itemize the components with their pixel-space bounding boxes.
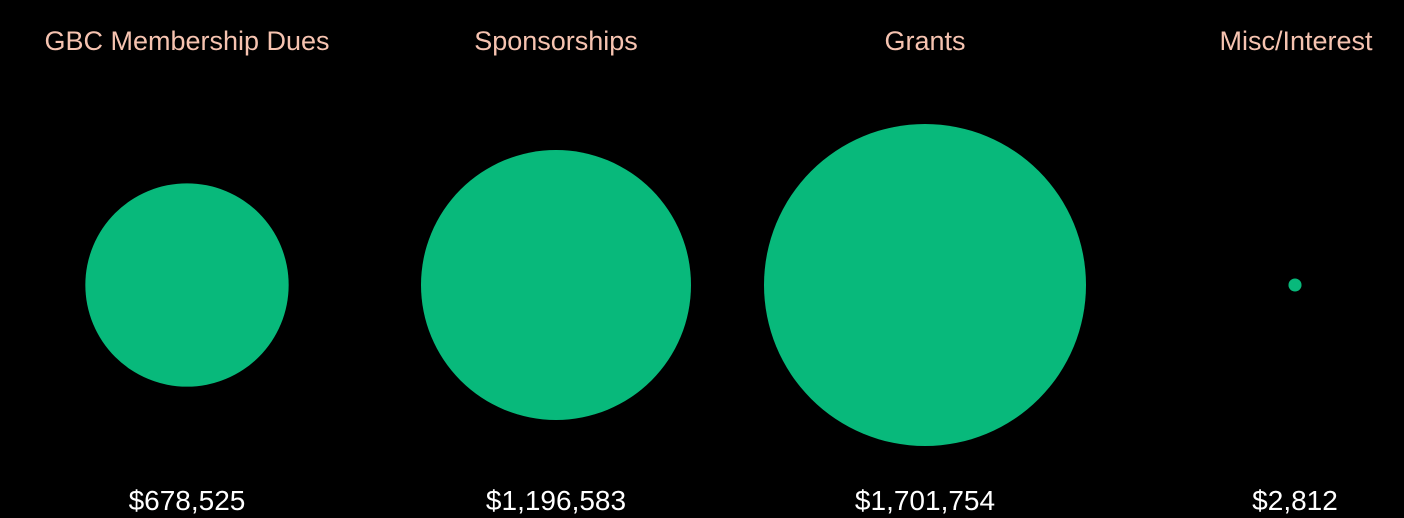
value-label-misc-interest: $2,812 xyxy=(1252,485,1338,516)
bubble-sponsorships xyxy=(421,150,691,420)
value-label-grants: $1,701,754 xyxy=(855,485,995,516)
category-label-gbc-membership-dues: GBC Membership Dues xyxy=(44,26,329,56)
category-label-grants: Grants xyxy=(884,26,965,56)
bubble-gbc-membership-dues xyxy=(85,183,289,387)
value-label-sponsorships: $1,196,583 xyxy=(486,485,626,516)
bubble-misc-interest xyxy=(1288,278,1302,292)
bubble-grants xyxy=(764,124,1086,446)
category-label-sponsorships: Sponsorships xyxy=(474,26,638,56)
category-label-misc-interest: Misc/Interest xyxy=(1219,26,1373,56)
value-label-gbc-membership-dues: $678,525 xyxy=(129,485,246,516)
